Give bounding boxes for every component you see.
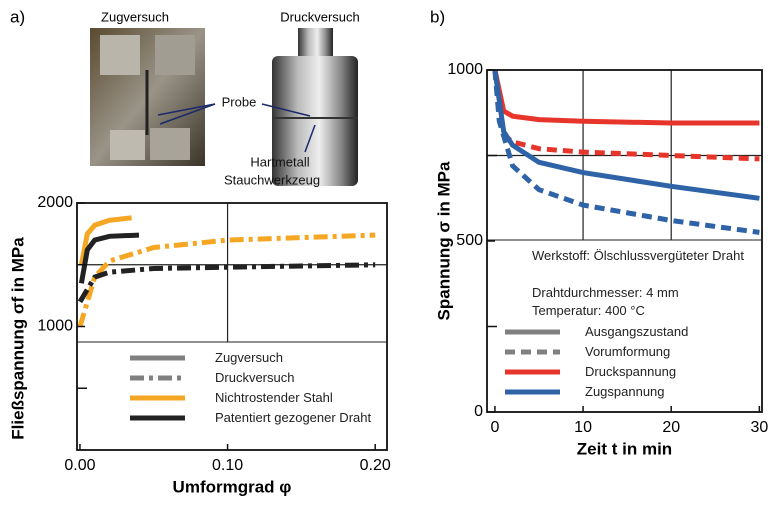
x-tick-label: 20 (662, 419, 680, 436)
y-tick-label: 2000 (37, 194, 73, 211)
photo-tension (90, 28, 205, 166)
data-line (492, 69, 760, 126)
photo-annotations (157, 103, 316, 153)
y-axis-title: Fließspannung σf in MPa (8, 237, 27, 440)
legend-label-box: Zugspannung (585, 384, 665, 399)
data-line (492, 69, 760, 201)
legend-label: Patentiert gezogener Draht (215, 410, 372, 425)
x-tick-label: 10 (574, 419, 592, 436)
panel-label: a) (10, 7, 25, 26)
x-axis-title: Umformgrad φ (173, 477, 292, 496)
photo-label: Hartmetall (250, 154, 309, 169)
x-axis-title: Zeit t in min (577, 439, 672, 458)
x-tick-label: 0.00 (64, 457, 95, 474)
data-line (78, 232, 140, 284)
legend-label-box: Patentiert gezogener Draht (215, 410, 372, 425)
legend-label-box: Vorumformung (585, 344, 671, 359)
x-tick-label: 0.10 (212, 457, 243, 474)
data-line (77, 232, 376, 328)
legend-box (486, 239, 763, 413)
y-tick-label: 1000 (447, 61, 483, 78)
legend-label-box: Ausgangszustand (585, 324, 689, 339)
note-text-box: Drahtdurchmesser: 4 mm (532, 285, 679, 300)
x-tick-label: 0 (490, 419, 499, 436)
note-text-box: Werkstoff: Ölschlussvergüteter Draht (532, 248, 744, 263)
legend-label-box: Nichtrostender Stahl (215, 390, 333, 405)
legend-label: Druckspannung (585, 364, 677, 379)
data-line (492, 69, 760, 235)
legend-label-box: Druckversuch (215, 370, 295, 385)
y-tick-label: 500 (456, 232, 483, 249)
data-line (78, 215, 132, 266)
y-axis-title: Spannung σ in MPa (434, 161, 453, 321)
photo-compression (272, 28, 358, 186)
photo-label: Zugversuch (101, 9, 169, 24)
note-text: Werkstoff: Ölschlussvergüteter Draht (532, 248, 744, 263)
legend-label-box: Druckspannung (585, 364, 677, 379)
photo-label: Druckversuch (280, 9, 359, 24)
legend-label-box: Zugversuch (215, 350, 283, 365)
data-line (77, 262, 376, 304)
photo-label: Probe (222, 94, 257, 109)
legend-label: Zugspannung (585, 384, 665, 399)
legend-label: Nichtrostender Stahl (215, 390, 333, 405)
x-tick-label: 0.20 (360, 457, 391, 474)
note-text-box: Temperatur: 400 °C (532, 303, 645, 318)
legend-label: Zugversuch (215, 350, 283, 365)
photo-label: Stauchwerkzeug (224, 172, 320, 187)
legend-label: Ausgangszustand (585, 324, 689, 339)
legend-label: Druckversuch (215, 370, 295, 385)
note-text: Drahtdurchmesser: 4 mm (532, 285, 679, 300)
note-text: Temperatur: 400 °C (532, 303, 645, 318)
y-tick-label: 0 (474, 403, 483, 420)
x-tick-label: 30 (750, 419, 768, 436)
legend-label: Vorumformung (585, 344, 671, 359)
panel-label: b) (430, 7, 445, 26)
y-tick-label: 1000 (37, 318, 73, 335)
